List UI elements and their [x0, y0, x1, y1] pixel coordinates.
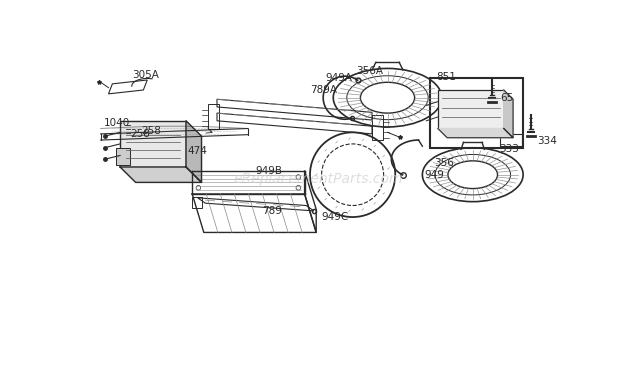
Bar: [438, 90, 503, 128]
Polygon shape: [120, 167, 202, 182]
Text: 949B: 949B: [255, 166, 283, 176]
Bar: [208, 104, 219, 128]
Bar: [500, 134, 521, 146]
Text: 851: 851: [436, 72, 456, 82]
Text: eReplacementParts.com: eReplacementParts.com: [233, 172, 402, 185]
Bar: [130, 121, 140, 135]
Text: 949: 949: [425, 170, 445, 180]
Text: 334: 334: [537, 136, 557, 146]
Polygon shape: [503, 90, 513, 138]
Text: 1040: 1040: [104, 118, 130, 128]
Bar: [372, 115, 383, 140]
Text: 789A: 789A: [310, 85, 337, 95]
Text: 258: 258: [130, 129, 150, 139]
Text: 949C: 949C: [322, 212, 349, 222]
Text: 333: 333: [499, 144, 520, 154]
Bar: [120, 121, 186, 167]
Bar: [192, 197, 202, 208]
Text: 356: 356: [434, 158, 454, 168]
Text: 65: 65: [500, 93, 513, 103]
Text: 949A: 949A: [326, 73, 353, 84]
Bar: [117, 148, 130, 165]
Text: 258: 258: [141, 126, 161, 136]
Text: 305A: 305A: [131, 70, 159, 80]
Text: 474: 474: [187, 146, 208, 156]
Bar: [430, 78, 523, 148]
Polygon shape: [186, 121, 202, 182]
Text: 356A: 356A: [356, 66, 384, 76]
Polygon shape: [438, 128, 513, 138]
Text: 789: 789: [262, 206, 282, 216]
